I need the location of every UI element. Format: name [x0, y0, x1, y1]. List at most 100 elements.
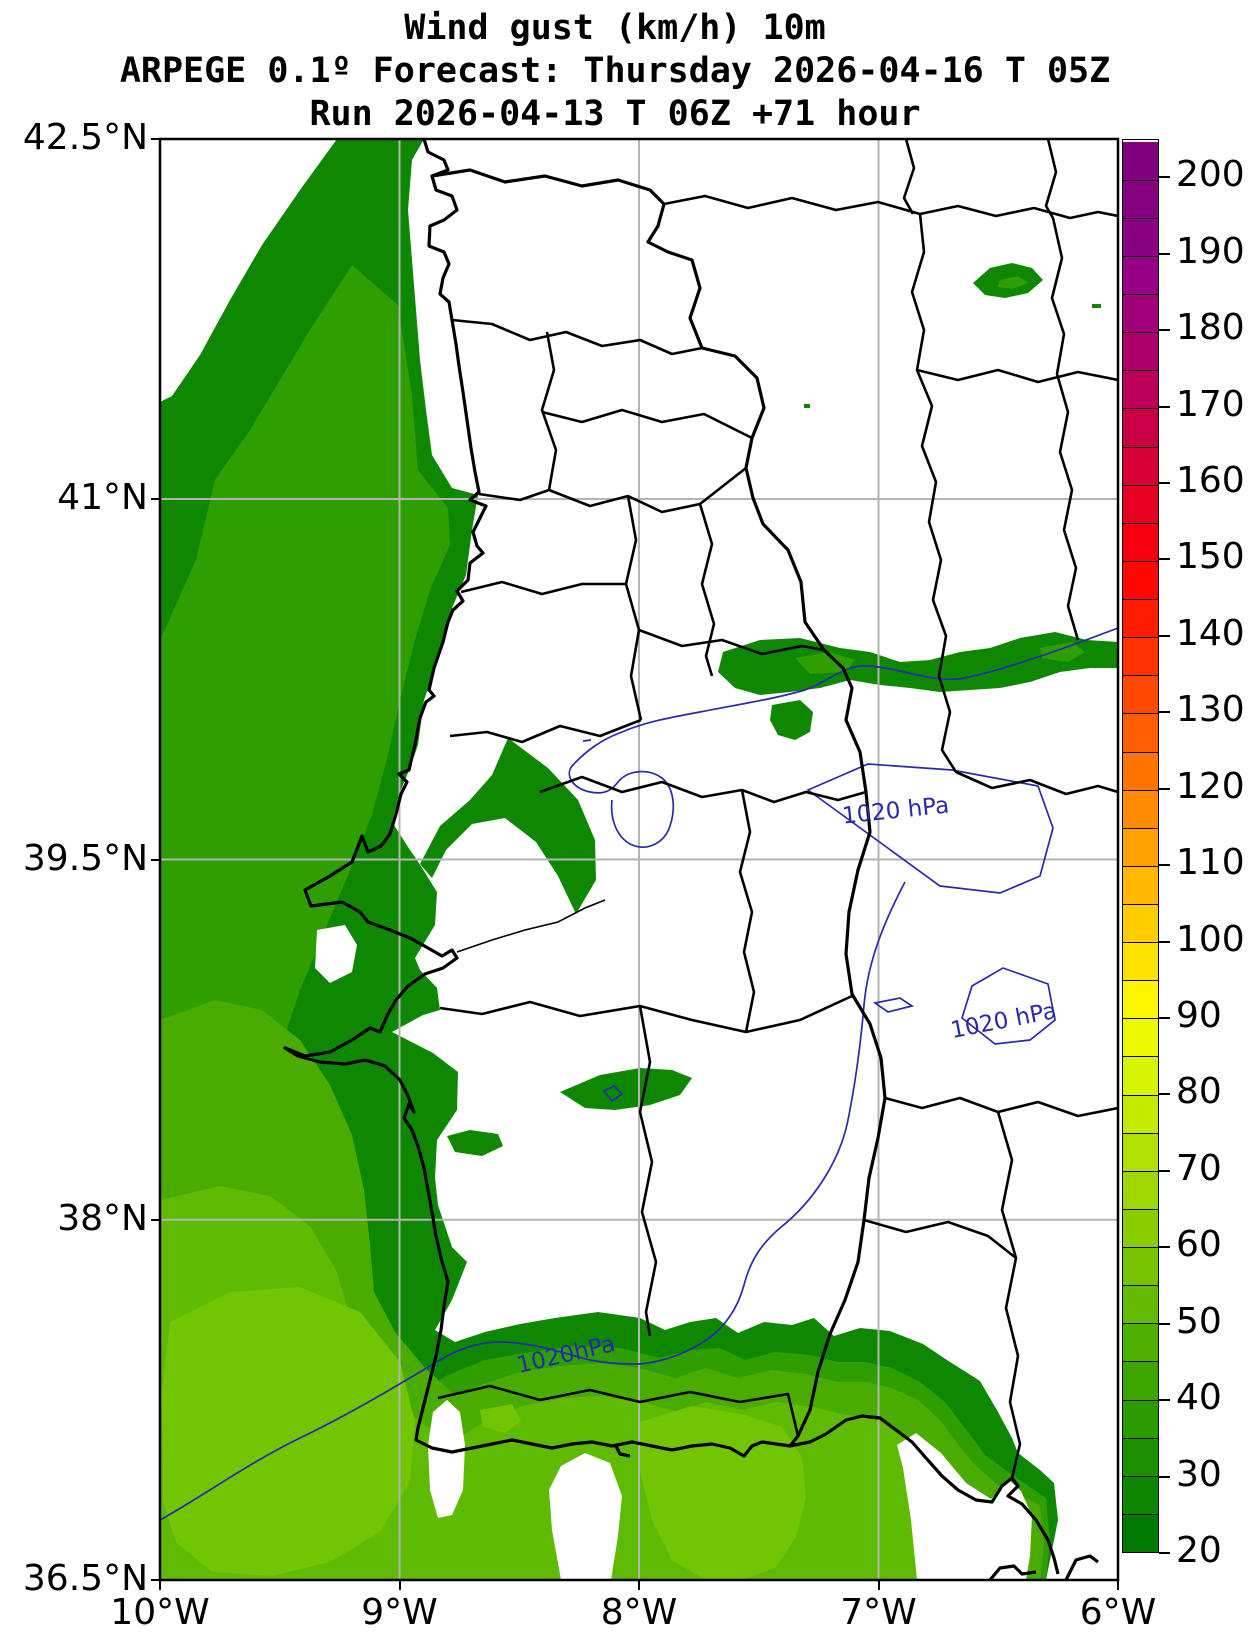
colorbar-tick-label-16: 180 [1176, 307, 1245, 349]
y-tick-mark [151, 1218, 160, 1221]
colorbar-segment [1123, 1475, 1158, 1514]
colorbar-segment [1123, 370, 1158, 409]
colorbar-tick-mark [1159, 481, 1170, 484]
country-border-path [431, 168, 887, 1447]
colorbar-segment [1123, 789, 1158, 828]
colorbar-tick-mark [1159, 1016, 1170, 1019]
colorbar-tick-label-1: 30 [1176, 1453, 1222, 1495]
colorbar-segment [1123, 255, 1158, 295]
colorbar-tick-label-6: 80 [1176, 1071, 1222, 1113]
colorbar-segment [1123, 217, 1158, 256]
y-tick-label-2: 39.5°N [22, 837, 148, 879]
colorbar-segment [1123, 408, 1158, 447]
colorbar-tick-mark [1159, 711, 1170, 714]
colorbar-segment [1123, 1437, 1158, 1476]
chart-title: Wind gust (km/h) 10m [404, 8, 826, 48]
isobar-1020-contours [160, 627, 1118, 1521]
colorbar-tick-label-8: 100 [1176, 918, 1245, 960]
colorbar-segment [1123, 1094, 1158, 1133]
colorbar-segment [1123, 980, 1158, 1019]
x-tick-label-0: 10°W [110, 1592, 210, 1633]
colorbar-tick-label-11: 130 [1176, 689, 1245, 731]
colorbar-segment [1123, 1399, 1158, 1438]
colorbar-tick-mark [1159, 940, 1170, 943]
colorbar-tick-label-10: 120 [1176, 765, 1245, 807]
x-tick-mark [1117, 1581, 1119, 1590]
colorbar-tick-mark [1159, 405, 1170, 408]
colorbar [1122, 139, 1159, 1553]
colorbar-tick-label-17: 190 [1176, 230, 1245, 272]
colorbar-tick-mark [1159, 1552, 1170, 1554]
district-boundaries [437, 139, 1118, 1479]
colorbar-segment [1123, 332, 1158, 371]
y-tick-label-3: 38°N [57, 1197, 148, 1239]
chart-run-subtitle: Run 2026-04-13 T 06Z +71 hour [309, 94, 921, 134]
colorbar-tick-mark [1159, 864, 1170, 867]
colorbar-tick-label-9: 110 [1176, 842, 1245, 884]
colorbar-segment [1123, 827, 1158, 866]
y-tick-label-0: 42.5°N [22, 117, 148, 158]
graticule-gridlines [160, 139, 1118, 1580]
colorbar-segment [1123, 675, 1158, 714]
below-threshold-holes [315, 925, 1032, 1580]
colorbar-segment [1123, 294, 1158, 333]
colorbar-segment [1123, 560, 1158, 600]
colorbar-tick-label-15: 170 [1176, 383, 1245, 425]
colorbar-tick-mark [1159, 1169, 1170, 1172]
colorbar-tick-label-5: 70 [1176, 1147, 1222, 1189]
colorbar-segment [1123, 1018, 1158, 1057]
colorbar-segment [1123, 1323, 1158, 1362]
colorbar-segment [1123, 637, 1158, 676]
x-tick-label-4: 6°W [1079, 1592, 1157, 1633]
y-tick-label-1: 41°N [57, 477, 148, 519]
colorbar-tick-label-4: 60 [1176, 1224, 1222, 1266]
colorbar-segment [1123, 141, 1158, 180]
colorbar-segment [1123, 179, 1158, 218]
x-tick-label-3: 7°W [840, 1592, 917, 1633]
x-tick-label-1: 9°W [361, 1592, 438, 1633]
colorbar-tick-label-7: 90 [1176, 994, 1222, 1036]
colorbar-tick-label-2: 40 [1176, 1377, 1222, 1419]
colorbar-tick-mark [1159, 329, 1170, 332]
colorbar-segment [1123, 522, 1158, 561]
x-tick-label-2: 8°W [600, 1592, 678, 1633]
colorbar-tick-label-3: 50 [1176, 1300, 1222, 1342]
colorbar-tick-mark [1159, 1322, 1170, 1325]
colorbar-tick-mark [1159, 634, 1170, 637]
coastline-path [283, 139, 1099, 1580]
colorbar-segment [1123, 446, 1158, 485]
colorbar-tick-mark [1159, 1246, 1170, 1249]
river-line [456, 899, 606, 953]
x-tick-mark [398, 1581, 401, 1590]
colorbar-segment [1123, 942, 1158, 981]
colorbar-tick-mark [1159, 176, 1170, 179]
chart-subtitle: ARPEGE 0.1º Forecast: Thursday 2026-04-1… [119, 51, 1111, 91]
colorbar-tick-mark [1159, 252, 1170, 255]
colorbar-tick-mark [1159, 558, 1170, 561]
y-tick-mark [151, 498, 160, 501]
colorbar-tick-label-12: 140 [1176, 612, 1245, 654]
colorbar-segment [1123, 904, 1158, 943]
y-tick-mark [151, 1579, 160, 1581]
colorbar-tick-label-0: 20 [1176, 1530, 1222, 1571]
x-tick-mark [877, 1581, 880, 1590]
colorbar-segment [1123, 1361, 1158, 1400]
colorbar-segment [1123, 751, 1158, 790]
colorbar-segment [1123, 865, 1158, 904]
colorbar-segment [1123, 1247, 1158, 1286]
x-tick-mark [638, 1581, 640, 1590]
colorbar-segment [1123, 599, 1158, 638]
x-tick-mark [159, 1581, 161, 1590]
colorbar-tick-mark [1159, 1475, 1170, 1478]
colorbar-tick-mark [1159, 1399, 1170, 1402]
colorbar-segment [1123, 1170, 1158, 1209]
y-tick-label-4: 36.5°N [22, 1558, 148, 1599]
colorbar-segment [1123, 1285, 1158, 1324]
colorbar-segment [1123, 1132, 1158, 1171]
colorbar-segment [1123, 1513, 1158, 1552]
colorbar-tick-mark [1159, 1093, 1170, 1096]
colorbar-segment [1123, 713, 1158, 752]
colorbar-tick-mark [1159, 787, 1170, 790]
